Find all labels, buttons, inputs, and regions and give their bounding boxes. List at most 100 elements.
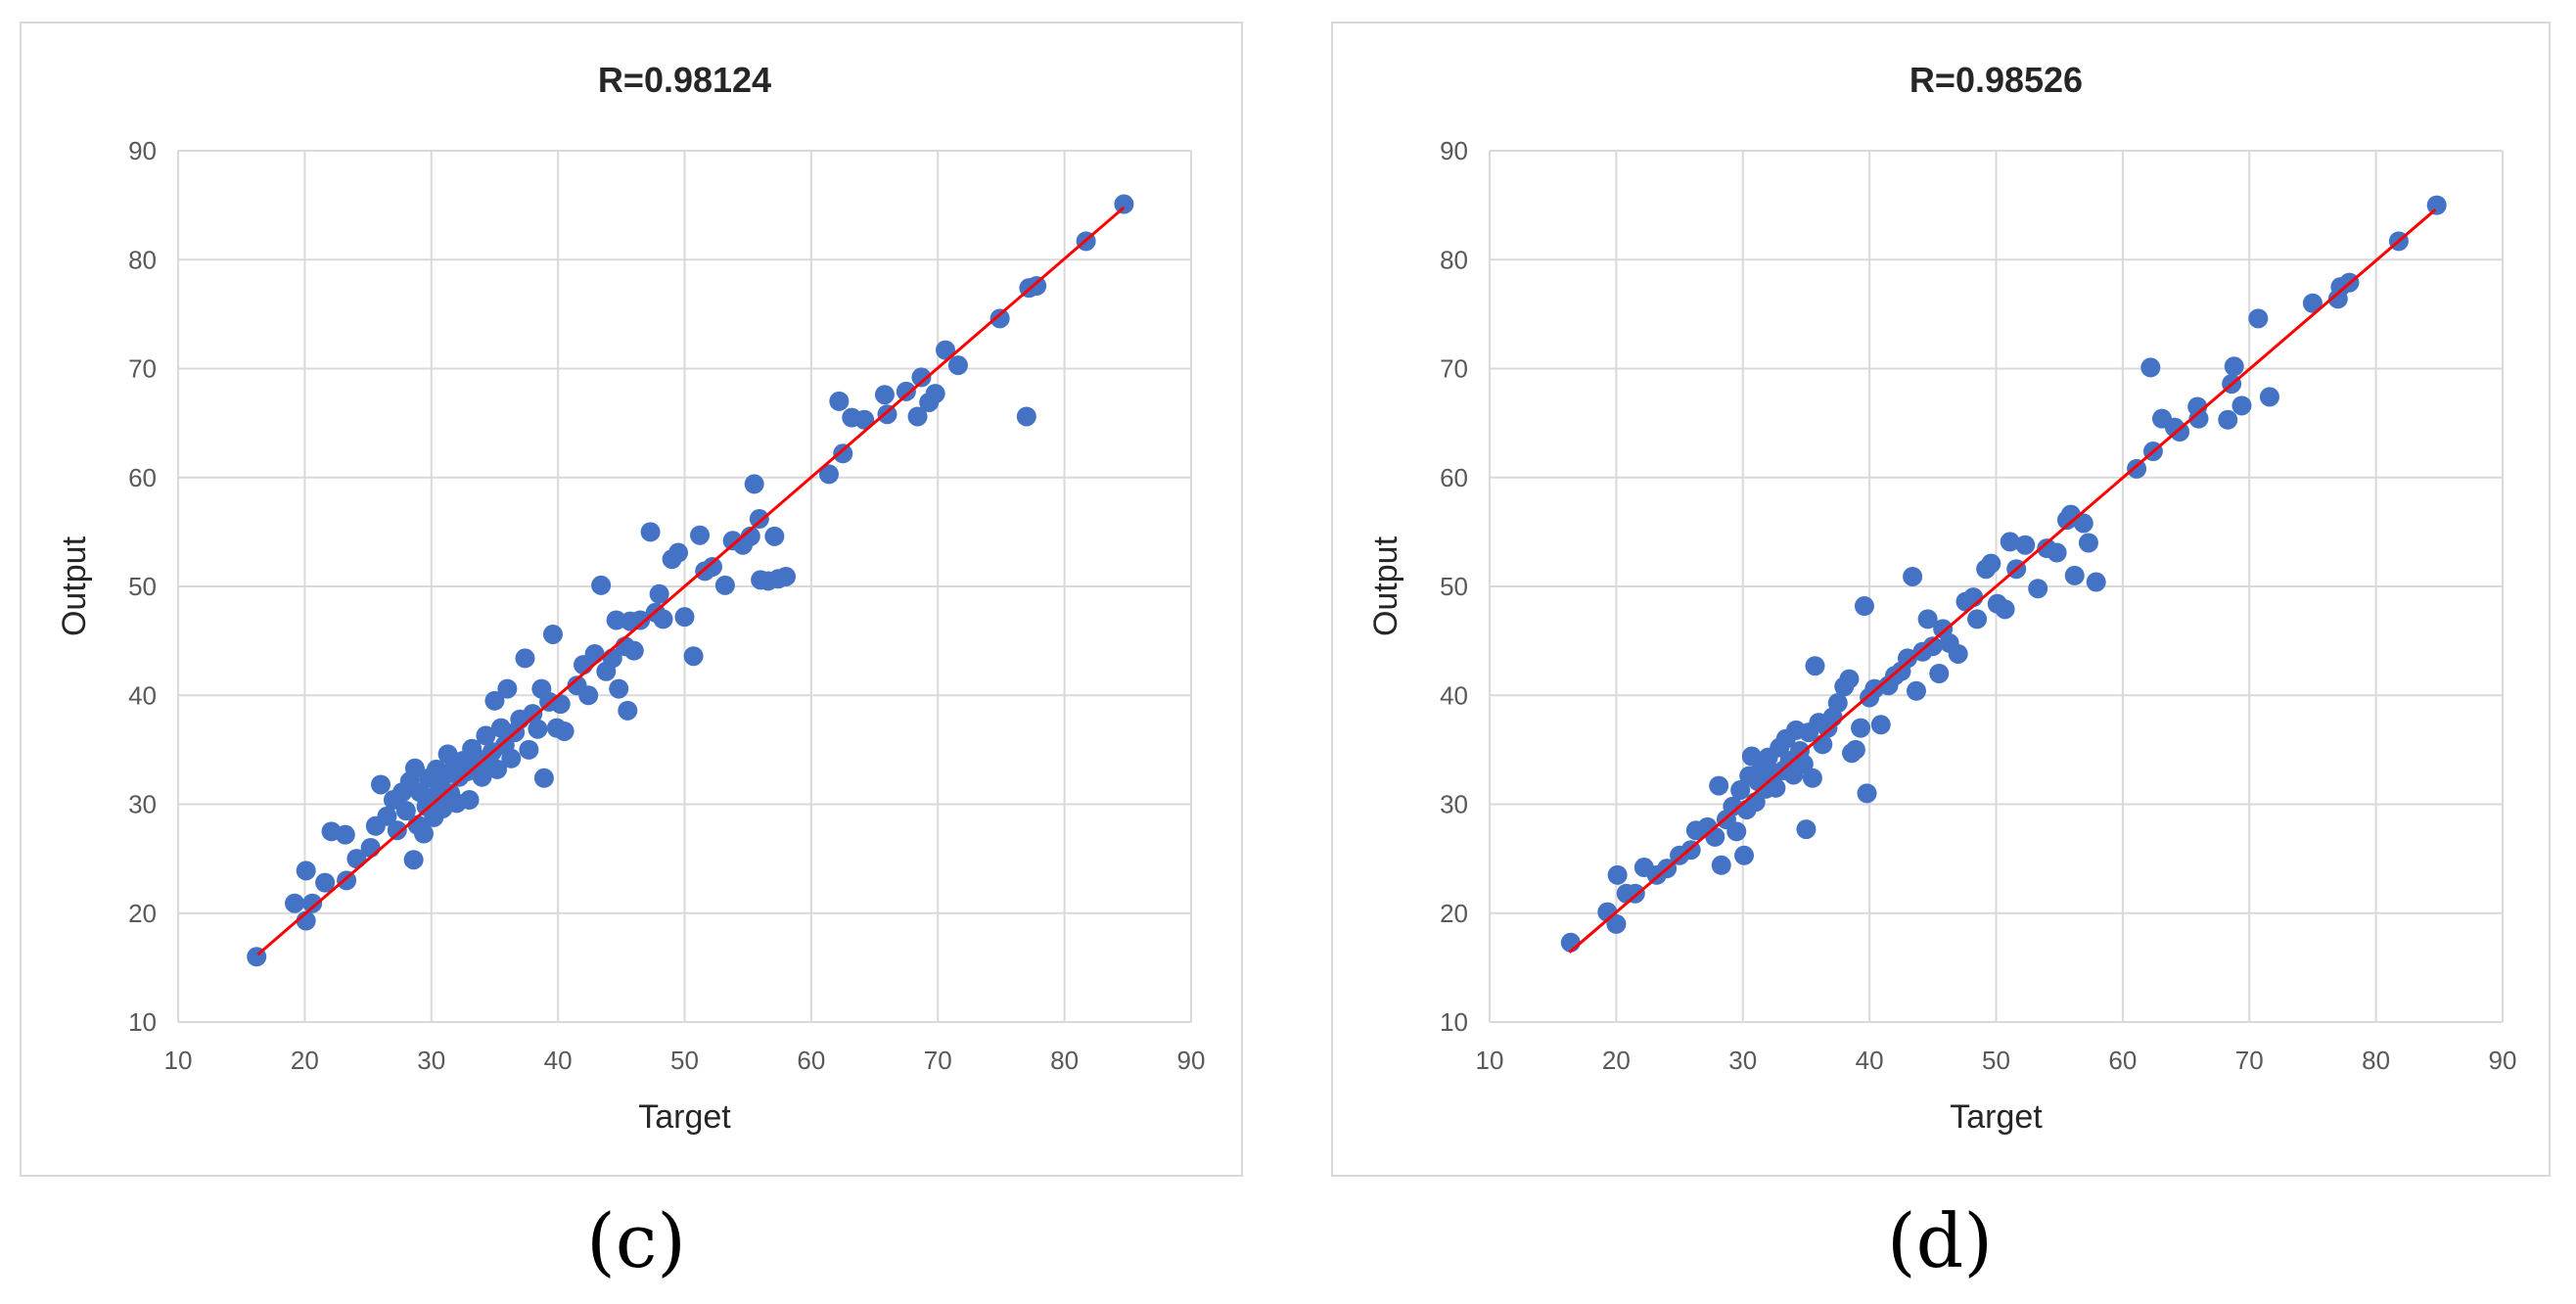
data-point xyxy=(403,850,424,870)
data-point xyxy=(2086,572,2106,592)
chart-title: R=0.98124 xyxy=(598,60,771,100)
data-point xyxy=(315,872,336,893)
x-tick-label: 40 xyxy=(544,1046,573,1075)
data-point xyxy=(1607,864,1628,885)
data-point xyxy=(371,774,391,795)
data-point xyxy=(668,542,689,563)
data-point xyxy=(833,443,853,464)
y-tick-label: 10 xyxy=(128,1007,157,1037)
data-point xyxy=(2259,387,2279,407)
data-point xyxy=(554,721,575,741)
data-point xyxy=(1903,566,1923,586)
data-point xyxy=(2028,579,2048,599)
data-point xyxy=(1016,406,1036,427)
data-point xyxy=(674,607,695,628)
data-point xyxy=(618,700,638,721)
x-tick-label: 30 xyxy=(417,1046,445,1075)
y-axis-label: Output xyxy=(56,536,93,636)
data-point xyxy=(1948,643,1968,664)
chart-panel-d: 10 20 30 40 50 60 70 80 90 10 20 30 40 50 60 70 80 90 R=0.… xyxy=(1331,22,2551,1177)
data-point xyxy=(649,583,669,604)
data-point xyxy=(936,340,956,360)
data-point xyxy=(2302,293,2323,313)
data-point xyxy=(1606,913,1627,934)
data-point xyxy=(2426,195,2447,215)
data-point xyxy=(1114,194,1134,214)
x-tick-label: 50 xyxy=(670,1046,699,1075)
y-tick-label: 20 xyxy=(128,899,157,928)
data-point xyxy=(476,725,496,746)
data-point xyxy=(1709,775,1729,796)
data-point xyxy=(296,861,316,881)
y-axis-label: Output xyxy=(1367,536,1404,636)
data-point xyxy=(877,404,897,425)
data-point xyxy=(1967,609,1988,629)
x-tick-label: 90 xyxy=(1177,1046,1206,1075)
data-point xyxy=(1929,664,1950,683)
y-tick-label: 60 xyxy=(1440,463,1468,492)
data-point xyxy=(1705,826,1725,847)
x-tick-label: 70 xyxy=(2235,1046,2264,1075)
data-point xyxy=(360,838,381,858)
data-point xyxy=(1845,739,1865,760)
data-point xyxy=(1917,609,1938,629)
data-point xyxy=(776,566,796,586)
data-point xyxy=(501,748,522,768)
data-point xyxy=(683,646,704,667)
y-tick-label: 80 xyxy=(1440,245,1468,274)
data-point xyxy=(947,355,968,376)
fit-line xyxy=(256,206,1126,956)
data-point xyxy=(1851,718,1871,738)
scatter-chart-c: 10 20 30 40 50 60 70 80 90 10 20 30 40 50 60 70 80 90 R=0.… xyxy=(56,60,1206,1136)
data-point xyxy=(1857,783,1877,804)
data-point xyxy=(1854,596,1874,617)
data-point xyxy=(1827,693,1848,714)
x-tick-label: 80 xyxy=(2362,1046,2390,1075)
y-tick-label: 50 xyxy=(1440,572,1468,601)
chart-title: R=0.98526 xyxy=(1909,60,2083,100)
y-tick-label: 90 xyxy=(1440,136,1468,165)
data-point xyxy=(584,643,605,664)
data-point xyxy=(989,308,1010,329)
y-tick-label: 50 xyxy=(128,572,157,601)
data-point xyxy=(578,685,599,706)
data-point xyxy=(630,610,651,630)
x-tick-label: 20 xyxy=(291,1046,319,1075)
data-point xyxy=(1796,819,1817,840)
data-point xyxy=(484,690,505,711)
data-point xyxy=(896,381,916,401)
data-point xyxy=(2073,513,2093,534)
data-point xyxy=(925,384,945,404)
data-point xyxy=(1839,669,1860,689)
data-point xyxy=(1802,768,1822,788)
data-point xyxy=(1995,599,2015,620)
x-axis-label: Target xyxy=(638,1098,731,1136)
data-point xyxy=(1027,275,1047,296)
data-point xyxy=(1766,777,1786,798)
y-tick-label: 90 xyxy=(128,136,157,165)
data-point xyxy=(623,640,644,661)
y-tick-label: 20 xyxy=(1440,899,1468,928)
data-point xyxy=(609,678,629,699)
data-point xyxy=(606,610,626,630)
data-point xyxy=(764,526,785,546)
data-point xyxy=(2188,408,2209,429)
data-point xyxy=(302,893,323,913)
x-tick-label: 80 xyxy=(1050,1046,1079,1075)
x-tick-label: 20 xyxy=(1602,1046,1631,1075)
data-point xyxy=(1726,821,1747,842)
data-point xyxy=(542,624,563,644)
data-point xyxy=(2218,409,2238,430)
data-point xyxy=(2127,458,2147,479)
data-point xyxy=(640,522,661,542)
x-tick-label: 30 xyxy=(1728,1046,1757,1075)
data-point xyxy=(487,759,508,779)
data-point xyxy=(1734,845,1755,865)
y-tick-label: 70 xyxy=(1440,354,1468,384)
data-point xyxy=(740,526,760,546)
data-point xyxy=(2170,422,2190,442)
data-point xyxy=(854,409,875,430)
data-point xyxy=(377,806,397,826)
data-point xyxy=(2248,308,2269,329)
y-tick-label: 70 xyxy=(128,354,157,384)
